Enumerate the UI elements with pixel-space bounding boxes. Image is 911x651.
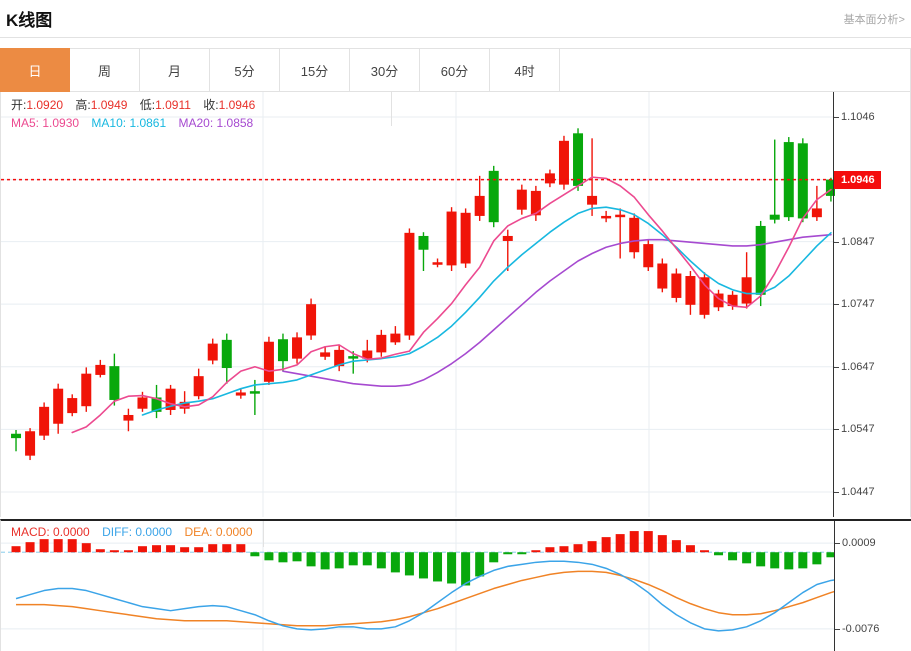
- axis-tick-dash: [834, 429, 839, 431]
- tab-5[interactable]: 30分: [350, 48, 420, 92]
- page-title: K线图: [6, 11, 53, 30]
- price-axis-tick: 1.0847: [841, 235, 875, 248]
- price-axis-tick: 1.0647: [841, 360, 875, 373]
- price-axis-tick: 1.0747: [841, 298, 875, 311]
- tab-label: 周: [97, 63, 111, 79]
- tab-7[interactable]: 4时: [490, 48, 560, 92]
- axis-tick-dash: [835, 628, 840, 630]
- macd-axis: 0.0009 -0.0076: [834, 521, 911, 651]
- macd-axis-tick: -0.0076: [842, 622, 880, 635]
- fundamental-analysis-link[interactable]: 基本面分析>: [843, 14, 905, 26]
- page-header: K线图 基本面分析>: [0, 0, 911, 38]
- candlestick-panel: 开:1.0920 高:1.0949 低:1.0911 收:1.0946 MA5:…: [0, 92, 911, 517]
- axis-tick-dash: [835, 543, 840, 545]
- timeframe-tabbar: 日 周 月 5分 15分 30分 60分 4时: [0, 48, 911, 92]
- axis-tick-dash: [834, 241, 839, 243]
- tab-label: 4时: [514, 63, 535, 79]
- axis-tick-dash: [834, 304, 839, 306]
- axis-tick-dash: [834, 117, 839, 119]
- tab-1[interactable]: 周: [70, 48, 140, 92]
- tab-3[interactable]: 5分: [210, 48, 280, 92]
- tab-label: 15分: [300, 63, 329, 79]
- current-price-tick: 1.0946: [834, 170, 881, 189]
- legend-divider: [391, 92, 392, 126]
- tabbar-filler: [560, 48, 911, 92]
- chart-area: 开:1.0920 高:1.0949 低:1.0911 收:1.0946 MA5:…: [0, 92, 911, 651]
- tab-2[interactable]: 月: [140, 48, 210, 92]
- tab-label: 月: [167, 63, 181, 79]
- axis-tick-dash: [834, 491, 839, 493]
- price-axis-tick: 1.1046: [841, 111, 875, 124]
- candlestick-plot[interactable]: [1, 92, 835, 517]
- macd-plot[interactable]: [1, 521, 835, 651]
- axis-tick-dash: [834, 366, 839, 368]
- tab-label: 60分: [440, 63, 469, 79]
- tab-label: 5分: [234, 63, 255, 79]
- macd-legend-divider: [263, 521, 264, 547]
- tab-4[interactable]: 15分: [280, 48, 350, 92]
- tab-6[interactable]: 60分: [420, 48, 490, 92]
- tab-label: 日: [28, 63, 42, 79]
- macd-axis-tick: 0.0009: [842, 537, 876, 550]
- price-axis-tick: 1.0547: [841, 423, 875, 436]
- macd-panel: MACD: 0.0000 DIFF: 0.0000 DEA: 0.0000 0.…: [0, 519, 911, 651]
- price-axis: 1.1046 1.0946 1.0847 1.0747 1.0647 1.0547 1.04…: [833, 92, 910, 517]
- price-axis-tick: 1.0447: [841, 485, 875, 498]
- tab-label: 30分: [370, 63, 399, 79]
- tab-0[interactable]: 日: [0, 48, 70, 92]
